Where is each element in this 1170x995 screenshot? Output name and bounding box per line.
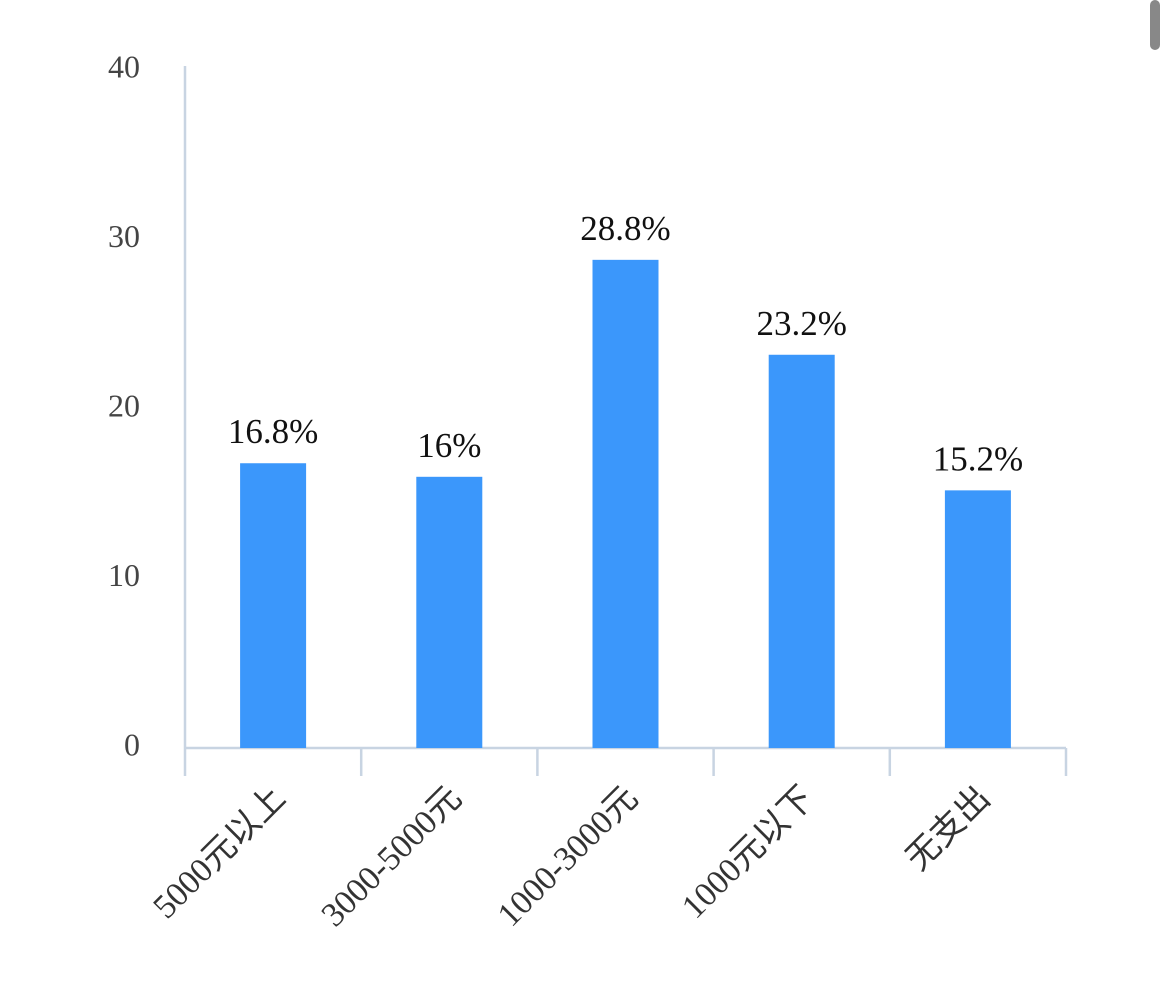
y-tick-label: 10 xyxy=(108,557,140,593)
bar xyxy=(240,463,307,748)
x-tick-label: 1000-3000元 xyxy=(491,779,645,933)
value-label: 23.2% xyxy=(756,304,846,343)
y-tick-label: 0 xyxy=(124,726,140,762)
bar xyxy=(592,259,659,748)
bar xyxy=(768,354,835,748)
x-tick-label: 5000元以上 xyxy=(146,779,292,925)
bar xyxy=(944,490,1011,748)
value-label: 16.8% xyxy=(228,412,318,451)
scrollbar xyxy=(1150,0,1160,50)
value-label: 16% xyxy=(417,426,481,465)
x-tick-label: 无支出 xyxy=(899,779,998,878)
value-label: 15.2% xyxy=(933,439,1023,478)
y-tick-label: 30 xyxy=(108,218,140,254)
x-tick-label: 3000-5000元 xyxy=(315,779,469,933)
value-label: 28.8% xyxy=(580,209,670,248)
x-tick-label: 1000元以下 xyxy=(675,779,821,925)
y-tick-label: 20 xyxy=(108,387,140,423)
y-tick-label: 40 xyxy=(108,48,140,84)
bar xyxy=(416,476,483,748)
